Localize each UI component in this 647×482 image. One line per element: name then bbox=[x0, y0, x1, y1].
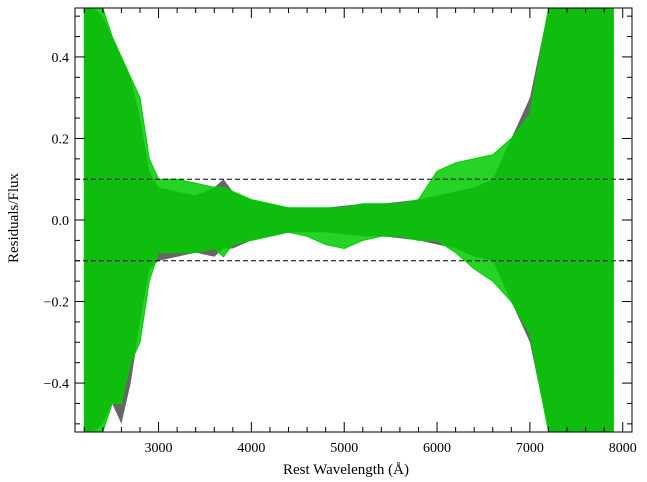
y-tick-label: 0.0 bbox=[52, 214, 70, 229]
y-tick-label: 0.4 bbox=[52, 51, 70, 66]
x-tick-label: 3000 bbox=[145, 441, 173, 456]
tick-layer bbox=[75, 8, 632, 432]
y-axis-title: Residuals/Flux bbox=[6, 173, 22, 264]
x-tick-label: 4000 bbox=[237, 441, 265, 456]
y-tick-label: 0.2 bbox=[52, 132, 70, 147]
x-axis-title: Rest Wavelength (Å) bbox=[283, 462, 409, 478]
y-tick-label: −0.4 bbox=[44, 377, 69, 392]
reference-lines-layer bbox=[75, 178, 632, 262]
tick-label-layer: 3000 4000 5000 6000 7000 8000 −0.4 −0.2 0.0 0.2 0.… bbox=[44, 51, 637, 456]
x-tick-label: 8000 bbox=[609, 441, 637, 456]
residual-series-layer bbox=[83, 8, 614, 432]
y-tick-label: −0.2 bbox=[44, 296, 69, 311]
x-tick-label: 5000 bbox=[330, 441, 358, 456]
x-tick-label: 6000 bbox=[423, 441, 451, 456]
residual-series-0 bbox=[83, 8, 614, 432]
x-tick-label: 7000 bbox=[516, 441, 544, 456]
